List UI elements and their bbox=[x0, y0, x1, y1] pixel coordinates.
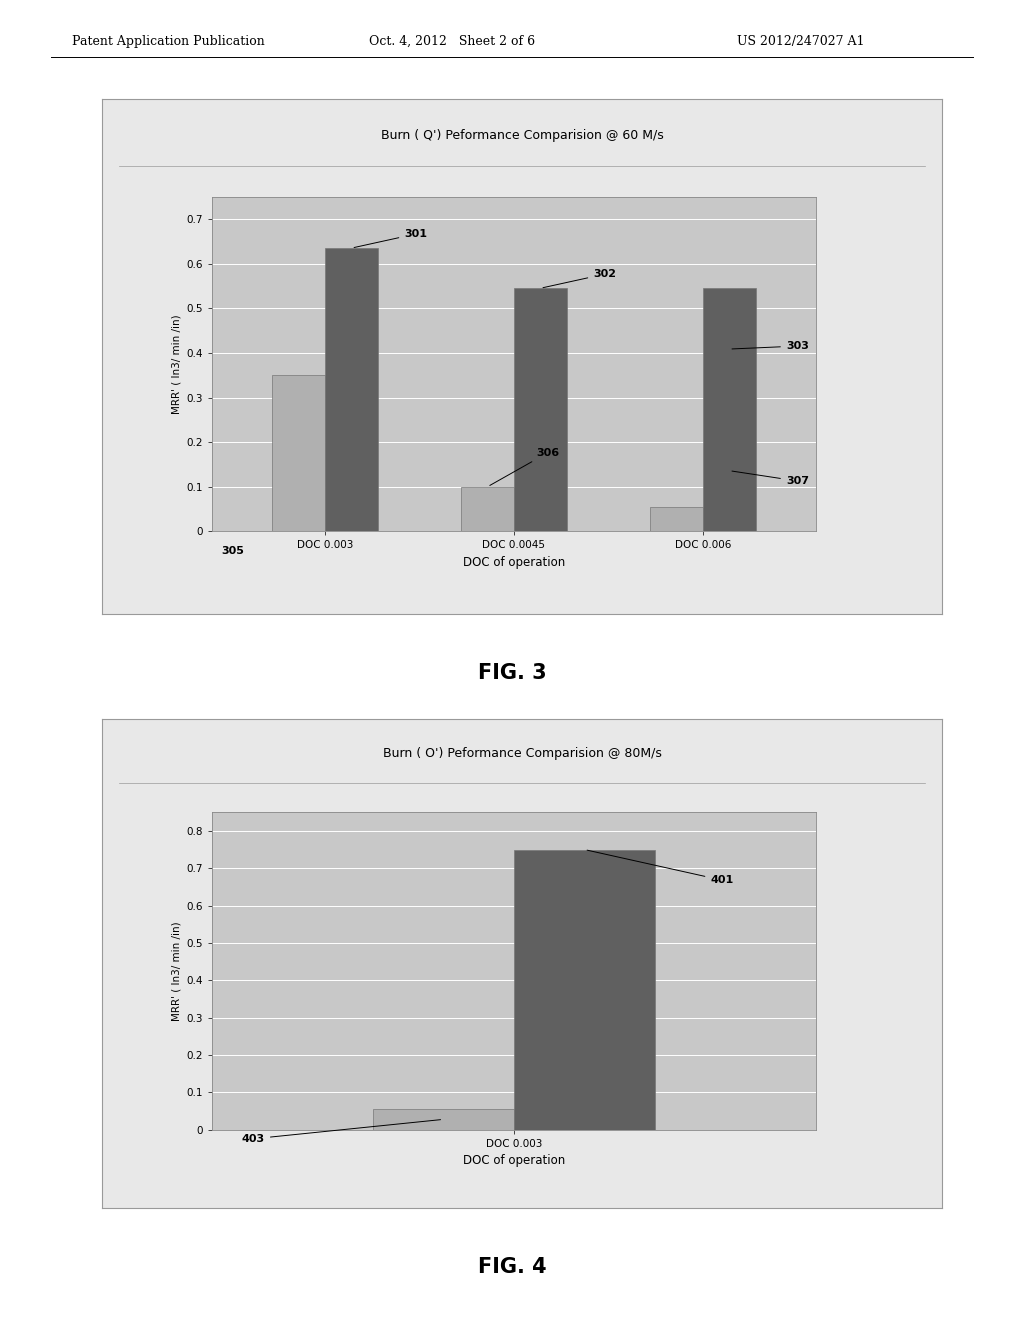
Y-axis label: MRR' ( In3/ min /in): MRR' ( In3/ min /in) bbox=[172, 921, 182, 1020]
Text: Burn ( O') Peformance Comparision @ 80M/s: Burn ( O') Peformance Comparision @ 80M/… bbox=[383, 747, 662, 760]
Text: FIG. 4: FIG. 4 bbox=[477, 1257, 547, 1276]
X-axis label: DOC of operation: DOC of operation bbox=[463, 556, 565, 569]
Bar bbox=[514, 288, 566, 532]
Text: 307: 307 bbox=[732, 471, 809, 486]
Text: 401: 401 bbox=[587, 850, 733, 886]
X-axis label: DOC of operation: DOC of operation bbox=[463, 1154, 565, 1167]
Bar bbox=[373, 1109, 514, 1130]
Text: 301: 301 bbox=[354, 228, 427, 248]
Text: Oct. 4, 2012   Sheet 2 of 6: Oct. 4, 2012 Sheet 2 of 6 bbox=[369, 34, 535, 48]
Text: Burn ( Q') Peformance Comparision @ 60 M/s: Burn ( Q') Peformance Comparision @ 60 M… bbox=[381, 128, 664, 141]
Y-axis label: MRR' ( In3/ min /in): MRR' ( In3/ min /in) bbox=[172, 314, 182, 414]
Text: FIG. 3: FIG. 3 bbox=[477, 663, 547, 682]
Text: 306: 306 bbox=[489, 447, 560, 486]
Text: US 2012/247027 A1: US 2012/247027 A1 bbox=[737, 34, 865, 48]
Text: 303: 303 bbox=[732, 341, 809, 351]
Bar bbox=[650, 507, 702, 532]
Text: 305: 305 bbox=[221, 545, 244, 556]
Text: Patent Application Publication: Patent Application Publication bbox=[72, 34, 264, 48]
Text: 302: 302 bbox=[543, 269, 616, 288]
Bar bbox=[514, 850, 655, 1130]
Text: 403: 403 bbox=[242, 1119, 440, 1144]
Bar bbox=[325, 248, 378, 532]
Bar bbox=[702, 288, 756, 532]
Bar bbox=[272, 375, 325, 532]
Bar bbox=[461, 487, 514, 532]
